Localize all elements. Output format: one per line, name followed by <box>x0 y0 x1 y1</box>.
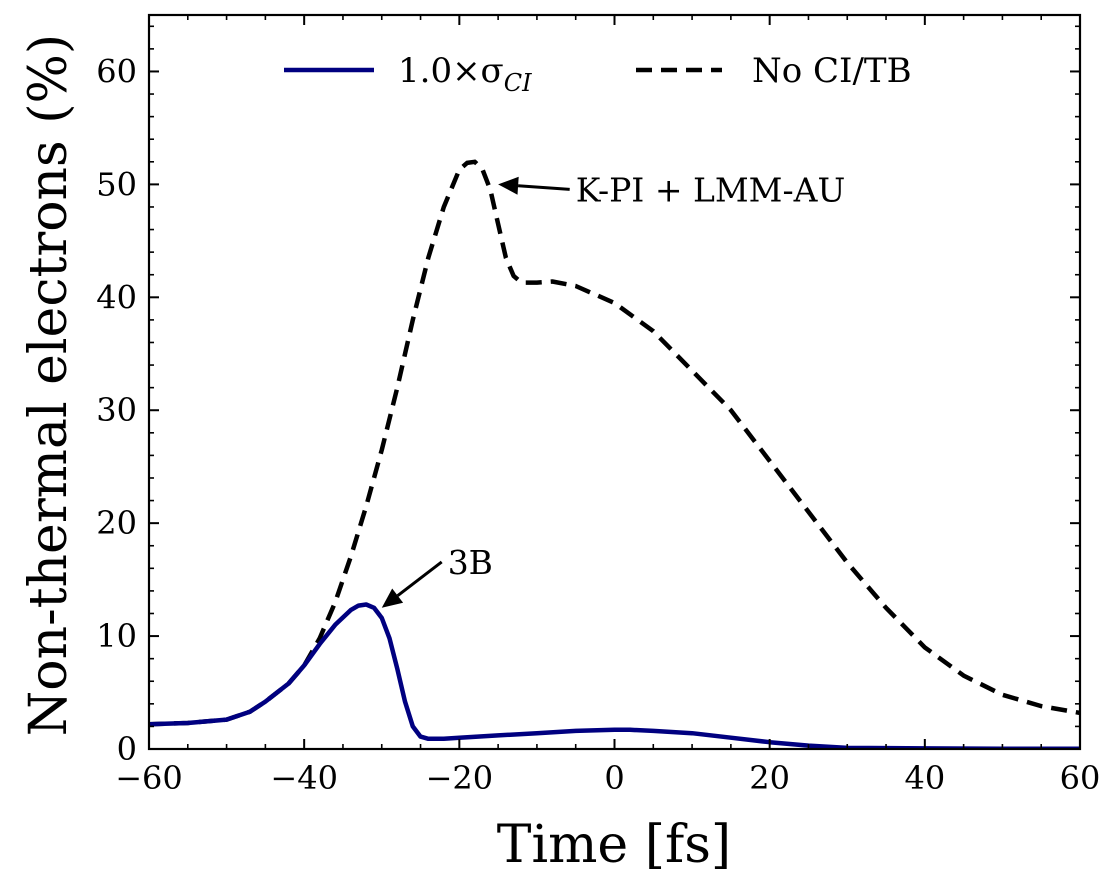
series-line-no-ci-tb <box>149 159 1080 727</box>
tick-layer <box>148 15 1081 750</box>
annotation-arrow-shaft <box>396 560 443 597</box>
y-tick-label: 30 <box>96 391 137 429</box>
legend-label-solid-sub: CI <box>504 69 532 97</box>
series-line-sigma-ci <box>149 602 1080 749</box>
y-tick-label: 20 <box>96 504 137 542</box>
y-tick-label: 10 <box>96 617 137 655</box>
x-tick-label: −40 <box>270 759 338 797</box>
x-tick-label: 0 <box>604 759 624 797</box>
legend-label-solid-main: 1.0×σ <box>398 51 504 91</box>
annotation-arrow-head <box>381 588 404 608</box>
annotation-arrow-shaft <box>517 184 570 191</box>
legend: 1.0×σCI No CI/TB <box>284 51 912 97</box>
y-axis-title: Non-thermal electrons (%) <box>19 34 79 736</box>
x-tick-label: 20 <box>749 759 790 797</box>
x-tick-label: −20 <box>426 759 494 797</box>
plot-frame <box>147 13 1082 751</box>
legend-label-dashed: No CI/TB <box>752 51 912 91</box>
x-axis-title: Time [fs] <box>497 815 731 875</box>
y-tick-label: 40 <box>96 278 137 316</box>
x-tick-label: 40 <box>904 759 945 797</box>
y-tick-label: 50 <box>96 165 137 203</box>
x-tick-label: 60 <box>1060 759 1101 797</box>
y-tick-label: 0 <box>117 730 137 768</box>
annotation-text: 3B <box>448 543 493 582</box>
annotation-text: K-PI + LMM-AU <box>576 170 846 209</box>
annotation-layer: K-PI + LMM-AU 3B <box>381 170 846 608</box>
tick-label-layer: −60 −40 −20 0 20 40 60 0 10 20 30 40 50 60 <box>96 52 1100 797</box>
y-tick-label: 60 <box>96 52 137 90</box>
x-tick-label: −60 <box>115 759 183 797</box>
legend-label-solid: 1.0×σCI <box>398 51 532 97</box>
series-layer <box>149 159 1080 749</box>
annotation-arrow-head <box>498 176 519 195</box>
